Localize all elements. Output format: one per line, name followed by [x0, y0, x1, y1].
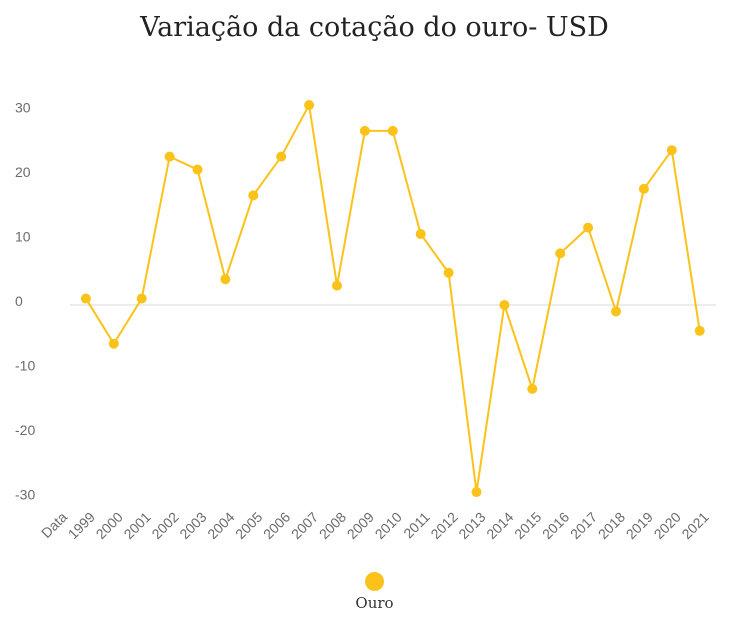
x-tick-label: 2012: [427, 509, 460, 542]
data-point: [304, 100, 315, 111]
x-tick-label: 2011: [400, 509, 433, 542]
x-tick-label: 2000: [93, 509, 126, 542]
y-tick-label: -30: [15, 487, 35, 503]
x-tick-label: 2019: [623, 509, 656, 542]
x-tick-label: 2005: [232, 509, 265, 542]
y-tick-label: -10: [15, 358, 35, 374]
data-point: [248, 190, 259, 201]
x-tick-label: 2014: [483, 509, 516, 542]
data-point: [694, 325, 705, 336]
x-tick-label: 2001: [120, 509, 153, 542]
x-tick-label: Data: [38, 509, 70, 541]
data-point: [164, 151, 175, 162]
x-tick-label: 2017: [567, 509, 600, 542]
data-point: [499, 300, 510, 310]
data-point: [80, 293, 91, 304]
data-point: [332, 280, 342, 291]
chart-title: Variação da cotação do ouro- USD: [140, 12, 609, 43]
x-tick-label: 2015: [511, 509, 544, 542]
data-point: [108, 338, 119, 349]
x-tick-label: 2020: [651, 509, 684, 542]
data-point: [415, 229, 426, 240]
data-point: [276, 151, 287, 162]
series-ouro: [80, 100, 705, 498]
x-axis-ticks: Data199920002001200220032004200520062007…: [38, 509, 712, 542]
data-point: [583, 222, 594, 233]
data-point: [359, 125, 370, 136]
series-line: [85, 104, 701, 494]
data-point: [666, 145, 677, 156]
data-point: [471, 487, 482, 498]
data-point: [192, 164, 203, 175]
y-tick-label: -20: [15, 422, 35, 438]
data-point: [387, 125, 398, 136]
legend-label-ouro: Ouro: [355, 594, 394, 612]
y-tick-label: 30: [15, 100, 31, 116]
x-tick-label: 2006: [260, 509, 293, 542]
x-tick-label: 2004: [204, 509, 237, 542]
legend: Ouro: [0, 572, 749, 613]
y-tick-label: 0: [15, 293, 23, 309]
legend-marker: [365, 572, 384, 591]
data-point: [136, 293, 147, 304]
y-tick-label: 10: [15, 229, 31, 245]
data-point: [527, 383, 538, 394]
x-tick-label: 2002: [148, 509, 181, 542]
data-point: [555, 248, 566, 259]
x-tick-label: 2007: [288, 509, 321, 542]
data-point: [220, 274, 231, 285]
x-tick-label: 1999: [65, 509, 98, 542]
x-tick-label: 2021: [678, 509, 711, 542]
x-tick-label: 2008: [316, 509, 349, 542]
data-point: [611, 306, 621, 317]
y-axis-ticks: 30 20 10 0 -10 -20 -30: [15, 100, 35, 503]
data-point: [443, 267, 454, 278]
x-tick-label: 2016: [539, 509, 572, 542]
x-tick-label: 2009: [344, 509, 377, 542]
x-tick-label: 2018: [595, 509, 628, 542]
x-tick-label: 2010: [372, 509, 405, 542]
x-tick-label: 2003: [176, 509, 209, 542]
y-tick-label: 20: [15, 164, 31, 180]
data-point: [638, 183, 649, 194]
x-tick-label: 2013: [455, 509, 488, 542]
